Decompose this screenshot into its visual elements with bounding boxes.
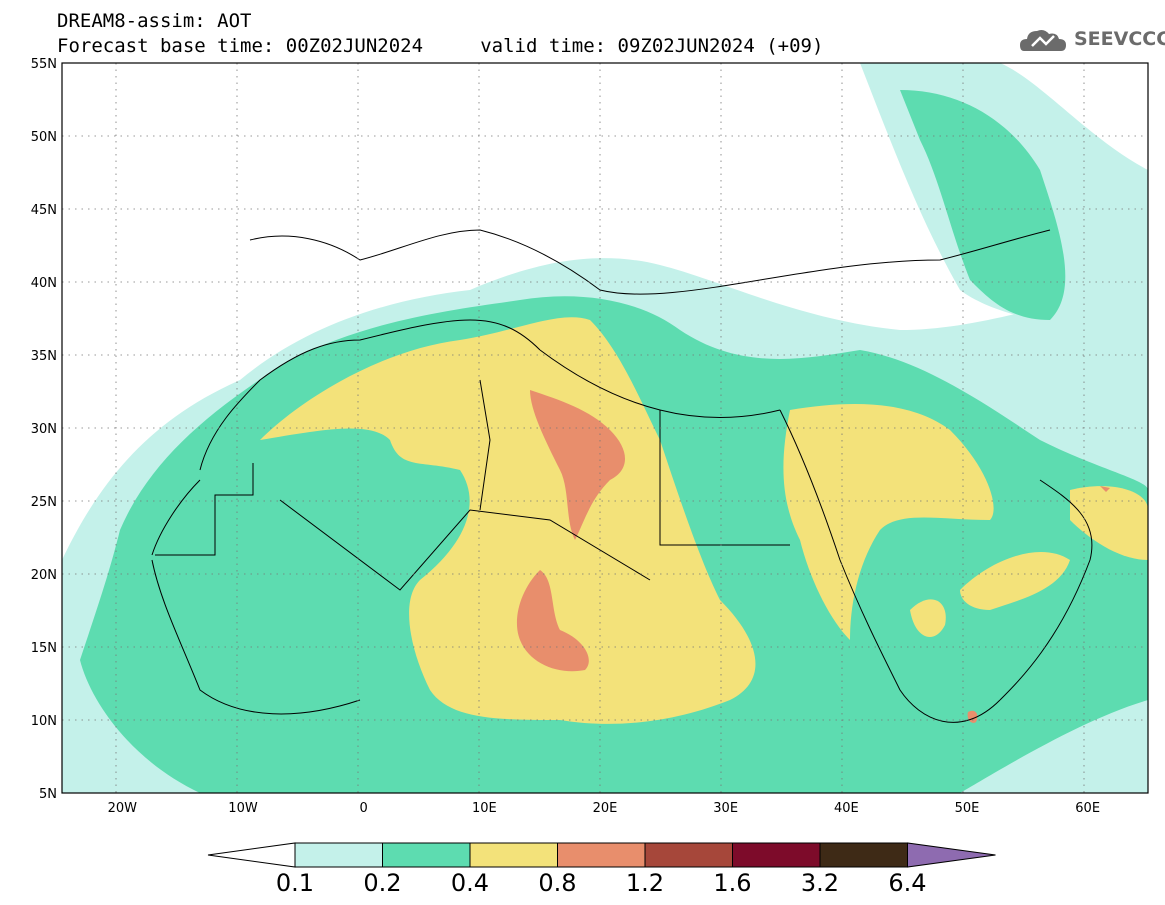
lon-tick-label: 50E: [955, 801, 980, 816]
colorbar-tick-label: 1.6: [713, 869, 752, 897]
seevccc-logo: SEEVCCC: [1018, 24, 1165, 58]
colorbar-max-arrow: [907, 842, 996, 868]
lat-tick-label: 50N: [31, 130, 57, 145]
lon-tick-label: 20W: [108, 801, 138, 816]
lat-tick-label: 35N: [31, 349, 57, 364]
colorbar-tick-label: 0.1: [275, 869, 315, 897]
cloud-logo-icon: [1020, 30, 1066, 51]
aot-field: [62, 63, 1148, 793]
colorbar-swatch: [557, 842, 646, 868]
lon-tick-label: 10W: [228, 801, 258, 816]
lat-tick-label: 45N: [31, 203, 57, 218]
colorbar-tick-label: 6.4: [888, 869, 927, 897]
lon-tick-label: 0: [360, 801, 368, 816]
colorbar-tick-label: 3.2: [800, 869, 840, 897]
colorbar-swatch: [469, 842, 558, 868]
colorbar-swatch: [732, 842, 821, 868]
lat-tick-label: 10N: [31, 714, 57, 729]
colorbar-tick-label: 1.2: [625, 869, 665, 897]
lat-tick-label: 20N: [31, 568, 57, 583]
colorbar-tick-label: 0.8: [538, 869, 577, 897]
lat-tick-label: 5N: [39, 787, 57, 802]
colorbar-swatch: [382, 842, 471, 868]
colorbar: [207, 842, 996, 868]
lon-tick-label: 10E: [472, 801, 497, 816]
forecast-time-line: Forecast base time: 00Z02JUN2024 valid t…: [57, 35, 824, 57]
lat-tick-label: 40N: [31, 276, 57, 291]
lat-tick-label: 15N: [31, 641, 57, 656]
map-title: DREAM8-assim: AOT: [57, 10, 252, 32]
lon-tick-label: 60E: [1075, 801, 1100, 816]
colorbar-swatch: [294, 842, 383, 868]
lon-tick-label: 20E: [593, 801, 618, 816]
colorbar-min-arrow: [207, 842, 296, 868]
colorbar-tick-label: 0.4: [450, 869, 490, 897]
lat-tick-label: 55N: [31, 57, 57, 72]
colorbar-swatch: [819, 842, 908, 868]
lon-tick-label: 30E: [713, 801, 738, 816]
logo-text: SEEVCCC: [1074, 28, 1165, 50]
colorbar-tick-label: 0.2: [363, 869, 402, 897]
colorbar-swatch: [644, 842, 733, 868]
map-frame: [61, 62, 1149, 794]
lat-tick-label: 25N: [31, 495, 57, 510]
lat-tick-label: 30N: [31, 422, 57, 437]
lon-tick-label: 40E: [834, 801, 859, 816]
graticule: [62, 63, 1148, 793]
